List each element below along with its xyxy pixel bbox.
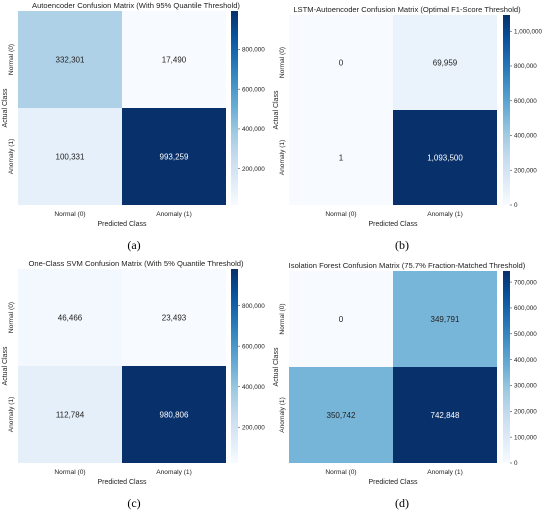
cell-value-label: 1,093,500 bbox=[427, 154, 463, 163]
heatmap-cell bbox=[289, 271, 393, 367]
heatmap-cell bbox=[18, 269, 122, 366]
colorbar-tick-label: 800,000 bbox=[514, 63, 537, 70]
colorbar-tick-label: 0 bbox=[514, 202, 518, 209]
colorbar-tick-label: 500,000 bbox=[514, 331, 537, 338]
chart-title: Isolation Forest Confusion Matrix (75.7%… bbox=[289, 261, 526, 270]
x-tick-label: Normal (0) bbox=[54, 211, 85, 218]
caption-d: (d) bbox=[395, 496, 409, 510]
chart-title: LSTM-Autoencoder Confusion Matrix (Optim… bbox=[293, 5, 521, 14]
y-axis-label: Actual Class bbox=[273, 347, 280, 386]
colorbar-tick-label: 600,000 bbox=[242, 86, 265, 93]
colorbar-tick-label: 400,000 bbox=[242, 384, 265, 391]
colorbar-tick-label: 600,000 bbox=[514, 305, 537, 312]
colorbar-tick-label: 0 bbox=[514, 460, 518, 467]
heatmap-cell bbox=[289, 15, 393, 110]
x-tick-label: Normal (0) bbox=[54, 469, 85, 476]
x-axis-label: Predicted Class bbox=[97, 221, 147, 228]
cell-value-label: 350,742 bbox=[327, 411, 356, 420]
colorbar bbox=[503, 271, 510, 463]
x-tick-label: Anomaly (1) bbox=[427, 469, 463, 476]
caption-b: (b) bbox=[395, 238, 409, 252]
heatmap-cell bbox=[289, 367, 393, 463]
heatmap-cell bbox=[122, 108, 226, 205]
cell-value-label: 1 bbox=[339, 154, 344, 163]
colorbar-tick-label: 400,000 bbox=[514, 133, 537, 140]
heatmap-cell bbox=[18, 366, 122, 463]
chart-title: One-Class SVM Confusion Matrix (With 5% … bbox=[28, 259, 244, 268]
x-tick-label: Anomaly (1) bbox=[156, 211, 192, 218]
cell-value-label: 112,784 bbox=[56, 411, 85, 420]
heatmap-cell bbox=[393, 271, 497, 367]
heatmap-cell bbox=[122, 269, 226, 366]
colorbar-tick-label: 1,000,000 bbox=[514, 28, 543, 35]
colorbar bbox=[231, 11, 238, 205]
colorbar-tick-label: 200,000 bbox=[514, 167, 537, 174]
cell-value-label: 993,259 bbox=[160, 153, 189, 162]
matrix-panel-4: Isolation Forest Confusion Matrix (75.7%… bbox=[273, 261, 537, 486]
heatmap-cell bbox=[18, 11, 122, 108]
colorbar-tick-label: 800,000 bbox=[242, 47, 265, 54]
colorbar bbox=[503, 15, 510, 205]
x-axis-label: Predicted Class bbox=[368, 479, 418, 486]
chart-title: Autoencoder Confusion Matrix (With 95% Q… bbox=[32, 1, 240, 10]
colorbar-tick-label: 600,000 bbox=[514, 98, 537, 105]
heatmap-cell bbox=[393, 15, 497, 110]
matrix-panel-1: Autoencoder Confusion Matrix (With 95% Q… bbox=[2, 1, 265, 228]
y-tick-label: Anomaly (1) bbox=[279, 397, 286, 433]
y-tick-label: Anomaly (1) bbox=[8, 397, 15, 433]
colorbar-tick-label: 400,000 bbox=[514, 357, 537, 364]
matrix-panel-3: One-Class SVM Confusion Matrix (With 5% … bbox=[2, 259, 265, 486]
y-axis-label: Actual Class bbox=[273, 90, 280, 129]
y-tick-label: Anomaly (1) bbox=[8, 139, 15, 175]
heatmap-cell bbox=[289, 110, 393, 205]
colorbar-tick-label: 200,000 bbox=[514, 409, 537, 416]
heatmap-cell bbox=[122, 11, 226, 108]
colorbar-tick-label: 700,000 bbox=[514, 279, 537, 286]
heatmap-cell bbox=[393, 367, 497, 463]
y-axis-label: Actual Class bbox=[2, 88, 9, 127]
y-tick-label: Normal (0) bbox=[8, 44, 15, 75]
cell-value-label: 100,331 bbox=[56, 153, 85, 162]
cell-value-label: 742,848 bbox=[431, 411, 460, 420]
colorbar bbox=[231, 269, 238, 463]
cell-value-label: 980,806 bbox=[160, 411, 189, 420]
colorbar-tick-label: 200,000 bbox=[242, 424, 265, 431]
cell-value-label: 23,493 bbox=[162, 314, 187, 323]
x-tick-label: Anomaly (1) bbox=[156, 469, 192, 476]
cell-value-label: 349,791 bbox=[431, 315, 460, 324]
x-axis-label: Predicted Class bbox=[97, 479, 147, 486]
caption-a: (a) bbox=[127, 238, 141, 252]
x-tick-label: Anomaly (1) bbox=[427, 211, 463, 218]
cell-value-label: 0 bbox=[339, 315, 344, 324]
y-axis-label: Actual Class bbox=[2, 346, 9, 385]
x-axis-label: Predicted Class bbox=[368, 221, 418, 228]
x-tick-label: Normal (0) bbox=[325, 469, 356, 476]
colorbar-tick-label: 400,000 bbox=[242, 126, 265, 133]
heatmap-cell bbox=[393, 110, 497, 205]
heatmap-cell bbox=[18, 108, 122, 205]
cell-value-label: 46,466 bbox=[58, 314, 83, 323]
y-tick-label: Normal (0) bbox=[279, 303, 286, 334]
colorbar-tick-label: 300,000 bbox=[514, 383, 537, 390]
y-tick-label: Normal (0) bbox=[8, 302, 15, 333]
y-tick-label: Anomaly (1) bbox=[279, 140, 286, 176]
colorbar-tick-label: 600,000 bbox=[242, 343, 265, 350]
caption-c: (c) bbox=[127, 496, 141, 510]
cell-value-label: 0 bbox=[339, 59, 344, 68]
matrix-panel-2: LSTM-Autoencoder Confusion Matrix (Optim… bbox=[273, 5, 543, 228]
cell-value-label: 332,301 bbox=[56, 56, 85, 65]
colorbar-tick-label: 100,000 bbox=[514, 434, 537, 441]
colorbar-tick-label: 200,000 bbox=[242, 166, 265, 173]
heatmap-cell bbox=[122, 366, 226, 463]
cell-value-label: 17,490 bbox=[162, 56, 187, 65]
x-tick-label: Normal (0) bbox=[325, 211, 356, 218]
colorbar-tick-label: 800,000 bbox=[242, 303, 265, 310]
cell-value-label: 69,959 bbox=[433, 59, 458, 68]
y-tick-label: Normal (0) bbox=[279, 47, 286, 78]
